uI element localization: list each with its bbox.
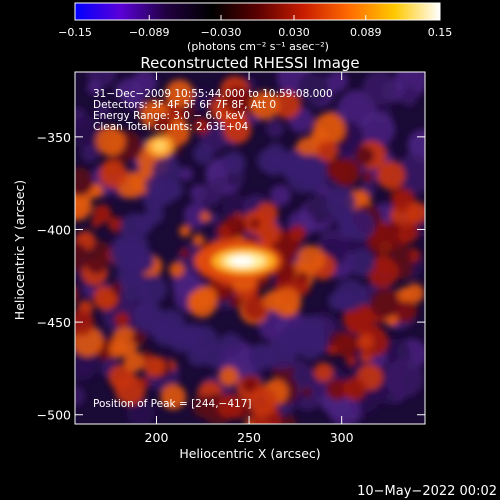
heatmap-image: [75, 72, 425, 424]
y-tick-label: −350: [37, 130, 71, 145]
colorbar-tick-label: 0.030: [278, 26, 310, 39]
colorbar-tick-label: 0.15: [428, 26, 453, 39]
plot-frame: [74, 71, 426, 425]
colorbar-tick-label: −0.030: [201, 26, 242, 39]
colorbar-gradient: [74, 2, 441, 21]
x-tick-label: 200: [145, 430, 169, 445]
x-tick-label: 300: [330, 430, 354, 445]
colorbar-tick-label: 0.089: [350, 26, 382, 39]
y-axis-label: Heliocentric Y (arcsec): [12, 180, 27, 320]
y-tick-label: −500: [37, 408, 71, 423]
info-line-energy: Energy Range: 3.0 − 6.0 keV: [93, 110, 246, 122]
colorbar-unit-label: (photons cm⁻² s⁻¹ asec⁻²): [187, 40, 329, 53]
chart-title: Reconstructed RHESSI Image: [140, 54, 359, 72]
info-panel: 31−Dec−2009 10:55:44.000 to 10:59:08.000…: [93, 88, 333, 133]
info-line-clean: Clean Total counts: 2.63E+04: [93, 121, 248, 133]
colorbar: −0.15 −0.089 −0.030 0.030 0.089 0.15 (photons…: [58, 2, 452, 53]
axis-ticks: 200 250 300 −350 −400 −450 −500: [37, 72, 425, 445]
colorbar-tick-label: −0.15: [58, 26, 92, 39]
info-line-time: 31−Dec−2009 10:55:44.000 to 10:59:08.000: [93, 88, 333, 100]
colorbar-ticks: −0.15 −0.089 −0.030 0.030 0.089 0.15: [58, 15, 452, 39]
peak-position-label: Position of Peak = [244,−417]: [93, 398, 252, 410]
info-line-detectors: Detectors: 3F 4F 5F 6F 7F 8F, Att 0: [93, 99, 276, 111]
x-axis-label: Heliocentric X (arcsec): [179, 446, 320, 461]
footer-date: 10−May−2022 00:02: [357, 484, 497, 499]
x-tick-label: 250: [237, 430, 261, 445]
colorbar-tick-label: −0.089: [129, 26, 170, 39]
y-tick-label: −400: [37, 222, 71, 237]
y-tick-label: −450: [37, 315, 71, 330]
